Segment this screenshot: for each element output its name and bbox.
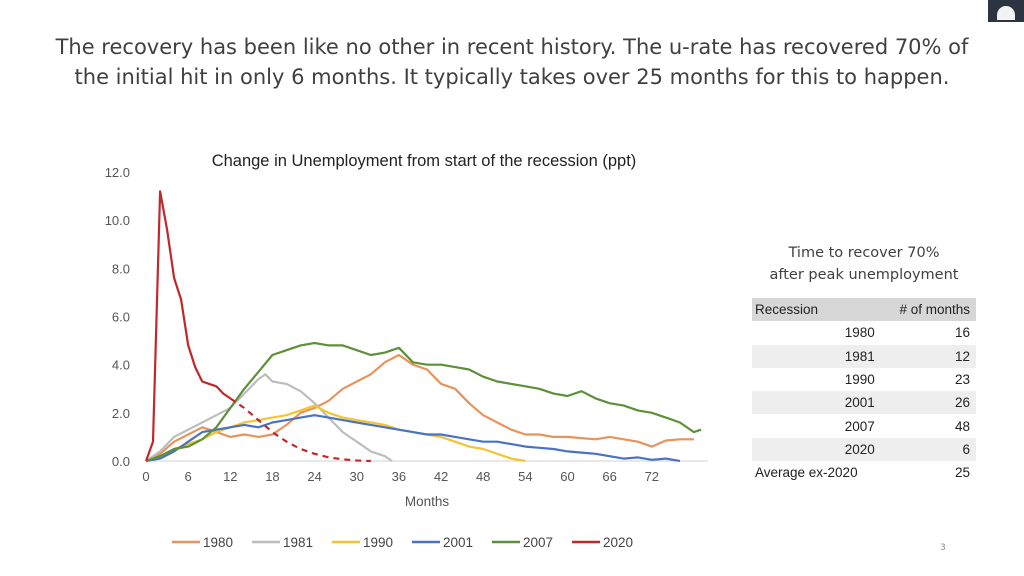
legend-label-1981: 1981: [283, 535, 313, 550]
x-tick-label: 66: [602, 469, 616, 484]
months-value: 26: [882, 391, 976, 415]
y-tick-label: 12.0: [105, 165, 130, 180]
months-value: 12: [882, 344, 976, 368]
x-tick-label: 36: [392, 469, 406, 484]
x-tick-label: 18: [265, 469, 279, 484]
table-row: 2020 6: [752, 437, 976, 462]
series-projection-2020: [229, 397, 371, 463]
caption-line-2: after peak unemployment: [769, 267, 959, 283]
x-tick-label: 72: [645, 469, 659, 484]
average-label: Average ex-2020: [755, 465, 858, 481]
header-months: # of months: [882, 298, 976, 322]
recovery-table-caption: Time to recover 70% after peak unemploym…: [752, 242, 976, 286]
x-tick-label: 30: [350, 469, 364, 484]
table-row: 2007 48: [752, 414, 976, 437]
table-header-row: Recession # of months: [752, 298, 976, 322]
series-line-2001: [145, 414, 681, 463]
y-tick-label: 4.0: [112, 358, 130, 373]
y-tick-label: 10.0: [105, 213, 130, 228]
x-tick-label: 6: [185, 469, 192, 484]
recession-year: 1981: [752, 344, 883, 368]
recovery-table: Recession # of months 1980 16 1981 12 19…: [752, 298, 976, 484]
header-recession: Recession: [752, 298, 883, 322]
presenter-thumbnail: [988, 0, 1024, 22]
y-tick-label: 0.0: [112, 454, 130, 469]
legend-label-1990: 1990: [363, 535, 393, 550]
legend-label-2001: 2001: [443, 535, 473, 550]
recession-year: 1990: [844, 372, 875, 388]
x-tick-label: 12: [223, 469, 237, 484]
average-value: 25: [954, 465, 970, 481]
x-tick-label: 60: [560, 469, 574, 484]
legend-label-2007: 2007: [523, 535, 553, 550]
recession-year: 2007: [844, 418, 875, 434]
legend-label-1980: 1980: [203, 535, 233, 550]
series-line-2007: [145, 341, 702, 463]
recession-year: 1980: [844, 325, 875, 341]
series-line-1990: [145, 404, 526, 463]
y-tick-label: 2.0: [112, 406, 130, 421]
caption-line-1: Time to recover 70%: [788, 245, 940, 261]
table-row: 2001 26: [752, 391, 976, 415]
y-tick-label: 8.0: [112, 261, 130, 276]
months-value: 16: [954, 325, 970, 341]
table-average-row: Average ex-2020 25: [752, 461, 976, 484]
x-tick-label: 42: [434, 469, 448, 484]
x-tick-label: 0: [142, 469, 149, 484]
table-row: 1980 16: [752, 321, 976, 344]
slide-headline: The recovery has been like no other in r…: [0, 32, 1024, 92]
unemployment-line-chart: Change in Unemployment from start of the…: [105, 152, 708, 550]
months-value: 23: [954, 372, 970, 388]
page-number: 3: [940, 543, 946, 553]
headline-line-1: The recovery has been like no other in r…: [55, 35, 969, 59]
series-line-1980: [145, 353, 694, 462]
months-value: 48: [954, 418, 970, 434]
months-value: 6: [882, 437, 976, 462]
table-row: 1990 23: [752, 368, 976, 391]
series-line-1981: [145, 373, 393, 462]
chart-title: Change in Unemployment from start of the…: [212, 152, 637, 170]
recession-year: 2001: [752, 391, 883, 415]
x-axis-title: Months: [405, 494, 450, 509]
headline-line-2: the initial hit in only 6 months. It typ…: [74, 65, 950, 89]
x-tick-label: 54: [518, 469, 532, 484]
recession-year: 2020: [752, 437, 883, 462]
table-row: 1981 12: [752, 344, 976, 368]
legend-label-2020: 2020: [603, 535, 633, 550]
series-line-2020: [144, 190, 231, 462]
y-tick-label: 6.0: [112, 310, 130, 325]
x-tick-label: 48: [476, 469, 490, 484]
x-tick-label: 24: [307, 469, 321, 484]
